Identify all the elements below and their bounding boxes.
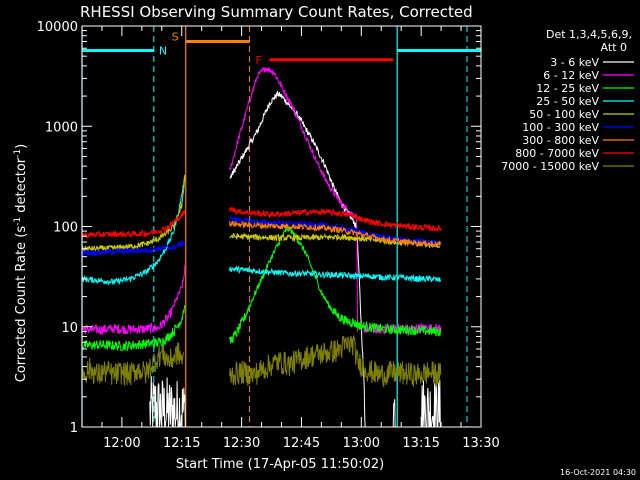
legend-entry-label: 300 - 800 keV <box>522 134 599 147</box>
series-line-4 <box>81 176 442 287</box>
x-tick-label: 12:15 <box>163 436 200 451</box>
annotations-layer: NS F <box>81 26 481 427</box>
y-label-part-1: Corrected Count Rate (s <box>14 226 29 383</box>
x-tick-label: 13:00 <box>343 436 380 451</box>
night-label: N <box>159 44 167 57</box>
y-tick-label: 1 <box>70 421 78 436</box>
series-line-9 <box>81 335 442 388</box>
legend-entry-label: 6 - 12 keV <box>543 69 599 82</box>
flare-label: F <box>256 54 262 67</box>
chart-title: RHESSI Observing Summary Count Rates, Co… <box>80 3 473 21</box>
x-tick-label: 12:00 <box>103 436 140 451</box>
generation-timestamp: 16-Oct-2021 04:30 <box>560 468 636 477</box>
legend-header-attenuator: Att 0 <box>601 41 627 54</box>
series-line-3 <box>81 226 442 352</box>
legend-entry-label: 800 - 7000 keV <box>515 147 599 160</box>
y-tick-label: 10000 <box>37 20 78 35</box>
y-tick-label: 10 <box>61 321 78 336</box>
y-label-part-2: detector <box>14 157 29 217</box>
saa-label: S <box>172 31 179 44</box>
legend-entry-label: 25 - 50 keV <box>536 95 599 108</box>
series-line-8 <box>82 207 442 240</box>
series-line-2 <box>81 66 442 336</box>
legend-entry-label: 12 - 25 keV <box>536 82 599 95</box>
series-line-7 <box>229 220 442 249</box>
svg-text:Corrected Count Rate (s-1 dete: Corrected Count Rate (s-1 detector-1) <box>13 144 29 382</box>
y-label-superscript-1: -1 <box>13 217 23 226</box>
legend-entry-label: 50 - 100 keV <box>529 108 599 121</box>
legend-header-detectors: Det 1,3,4,5,6,9, <box>546 28 632 41</box>
x-tick-label: 12:45 <box>283 436 320 451</box>
y-label-superscript-2: -1 <box>13 149 23 158</box>
x-axis-label: Start Time (17-Apr-05 11:50:02) <box>176 457 384 472</box>
series-layer <box>81 66 442 428</box>
y-tick-label: 1000 <box>45 120 78 135</box>
legend-entry-label: 3 - 6 keV <box>550 56 599 69</box>
x-tick-label: 13:30 <box>462 436 499 451</box>
x-tick-label: 12:30 <box>223 436 260 451</box>
axes: 1 10 100 1000 10000 12:00 12:15 12:30 12:45 13:00… <box>37 20 500 451</box>
y-tick-label: 100 <box>53 221 78 236</box>
legend-entry-label: 100 - 300 keV <box>522 121 599 134</box>
y-axis-label: Corrected Count Rate (s-1 detector-1) <box>13 144 29 382</box>
legend-entry-label: 7000 - 15000 keV <box>501 160 599 173</box>
series-line-1 <box>149 90 442 428</box>
y-label-part-3: ) <box>14 144 29 149</box>
x-tick-label: 13:15 <box>402 436 439 451</box>
